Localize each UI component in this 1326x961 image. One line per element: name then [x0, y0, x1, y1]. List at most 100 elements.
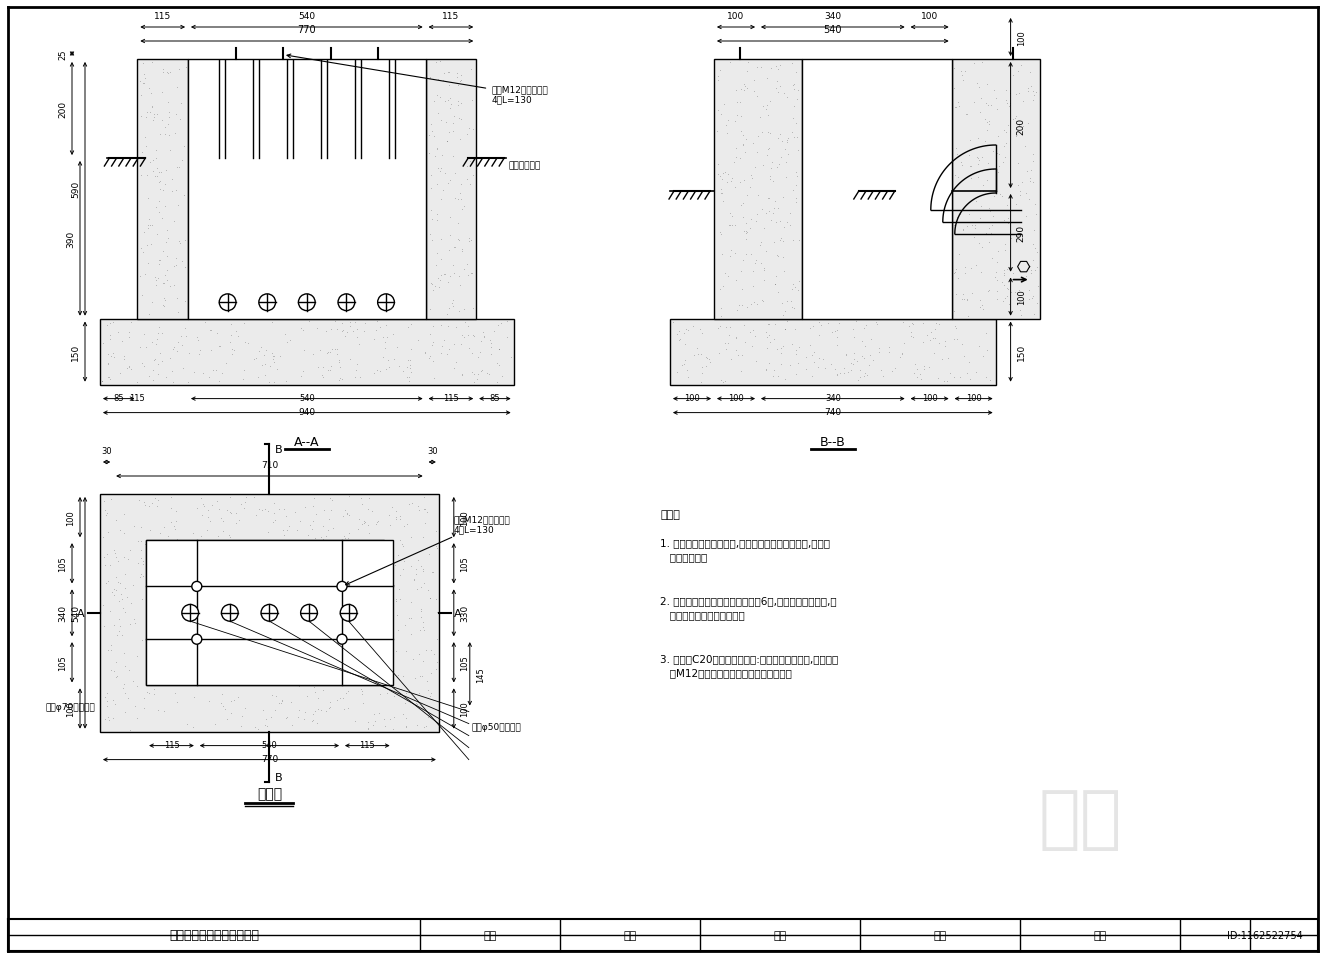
Point	[118, 360, 139, 376]
Point	[313, 682, 334, 698]
Point	[438, 275, 459, 290]
Point	[1020, 172, 1041, 187]
Point	[129, 493, 150, 508]
Point	[171, 338, 192, 354]
Point	[192, 558, 213, 574]
Point	[337, 642, 358, 657]
Point	[977, 115, 998, 131]
Point	[1008, 86, 1029, 102]
Point	[715, 335, 736, 351]
Point	[203, 598, 224, 613]
Point	[419, 328, 440, 343]
Point	[448, 269, 469, 284]
Point	[758, 191, 780, 207]
Point	[305, 600, 326, 615]
Point	[329, 533, 350, 549]
Point	[216, 593, 237, 608]
Point	[1024, 223, 1045, 238]
Point	[450, 192, 471, 208]
Point	[166, 107, 187, 122]
Point	[318, 701, 339, 716]
Circle shape	[182, 604, 199, 622]
Point	[106, 628, 127, 643]
Point	[190, 591, 211, 606]
Point	[191, 507, 212, 523]
Point	[460, 265, 481, 281]
Point	[769, 234, 790, 249]
Point	[160, 364, 182, 380]
Point	[420, 276, 442, 291]
Point	[712, 172, 733, 187]
Point	[394, 696, 415, 711]
Point	[488, 357, 509, 373]
Point	[301, 639, 322, 654]
Point	[768, 86, 789, 101]
Point	[164, 251, 186, 266]
Point	[451, 242, 472, 258]
Point	[415, 502, 436, 517]
Point	[339, 352, 361, 367]
Point	[732, 210, 753, 226]
Point	[788, 356, 809, 371]
Point	[179, 643, 200, 658]
Point	[766, 74, 788, 89]
Point	[446, 320, 467, 335]
Point	[318, 579, 339, 595]
Point	[309, 671, 330, 686]
Point	[756, 362, 777, 378]
Point	[180, 676, 202, 691]
Point	[162, 375, 183, 390]
Point	[235, 640, 256, 655]
Point	[434, 166, 455, 182]
Point	[414, 502, 435, 517]
Point	[335, 662, 357, 678]
Point	[981, 161, 1002, 177]
Point	[906, 370, 927, 385]
Point	[890, 350, 911, 365]
Point	[377, 685, 398, 701]
Point	[424, 130, 446, 145]
Point	[289, 672, 310, 687]
Point	[378, 353, 399, 368]
Point	[196, 592, 217, 607]
Point	[292, 364, 313, 380]
Point	[350, 490, 371, 505]
Point	[253, 624, 274, 639]
Point	[1002, 112, 1024, 128]
Point	[217, 581, 239, 597]
Point	[304, 676, 325, 691]
Point	[786, 92, 808, 108]
Point	[271, 696, 292, 711]
Point	[200, 343, 221, 358]
Point	[457, 268, 479, 283]
Point	[91, 374, 113, 389]
Point	[785, 280, 806, 295]
Point	[278, 623, 300, 638]
Point	[300, 611, 321, 627]
Point	[158, 598, 179, 613]
Point	[102, 315, 123, 331]
Point	[957, 355, 979, 370]
Point	[400, 317, 422, 333]
Point	[696, 351, 717, 366]
Point	[145, 152, 166, 167]
Point	[211, 686, 232, 702]
Point	[172, 361, 194, 377]
Point	[135, 110, 156, 125]
Point	[322, 520, 343, 535]
Point	[211, 534, 232, 550]
Point	[716, 320, 737, 335]
Point	[163, 278, 184, 293]
Point	[949, 99, 971, 114]
Point	[176, 716, 198, 731]
Point	[332, 315, 353, 331]
Point	[383, 579, 404, 594]
Point	[826, 323, 847, 338]
Point	[715, 165, 736, 181]
Point	[158, 66, 179, 82]
Point	[427, 271, 448, 286]
Point	[147, 168, 168, 184]
Point	[97, 699, 118, 714]
Point	[322, 493, 343, 508]
Point	[408, 504, 430, 519]
